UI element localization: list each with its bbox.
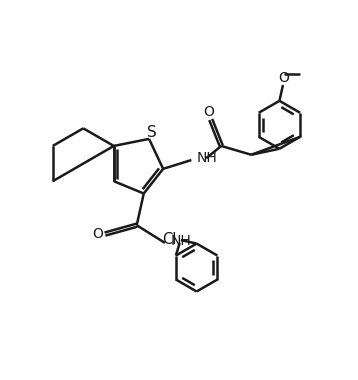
Text: NH: NH <box>197 151 217 165</box>
Text: S: S <box>147 125 157 140</box>
Text: Cl: Cl <box>162 232 176 247</box>
Text: O: O <box>203 106 214 119</box>
Text: O: O <box>278 71 289 85</box>
Text: NH: NH <box>170 234 191 248</box>
Text: O: O <box>92 227 103 241</box>
